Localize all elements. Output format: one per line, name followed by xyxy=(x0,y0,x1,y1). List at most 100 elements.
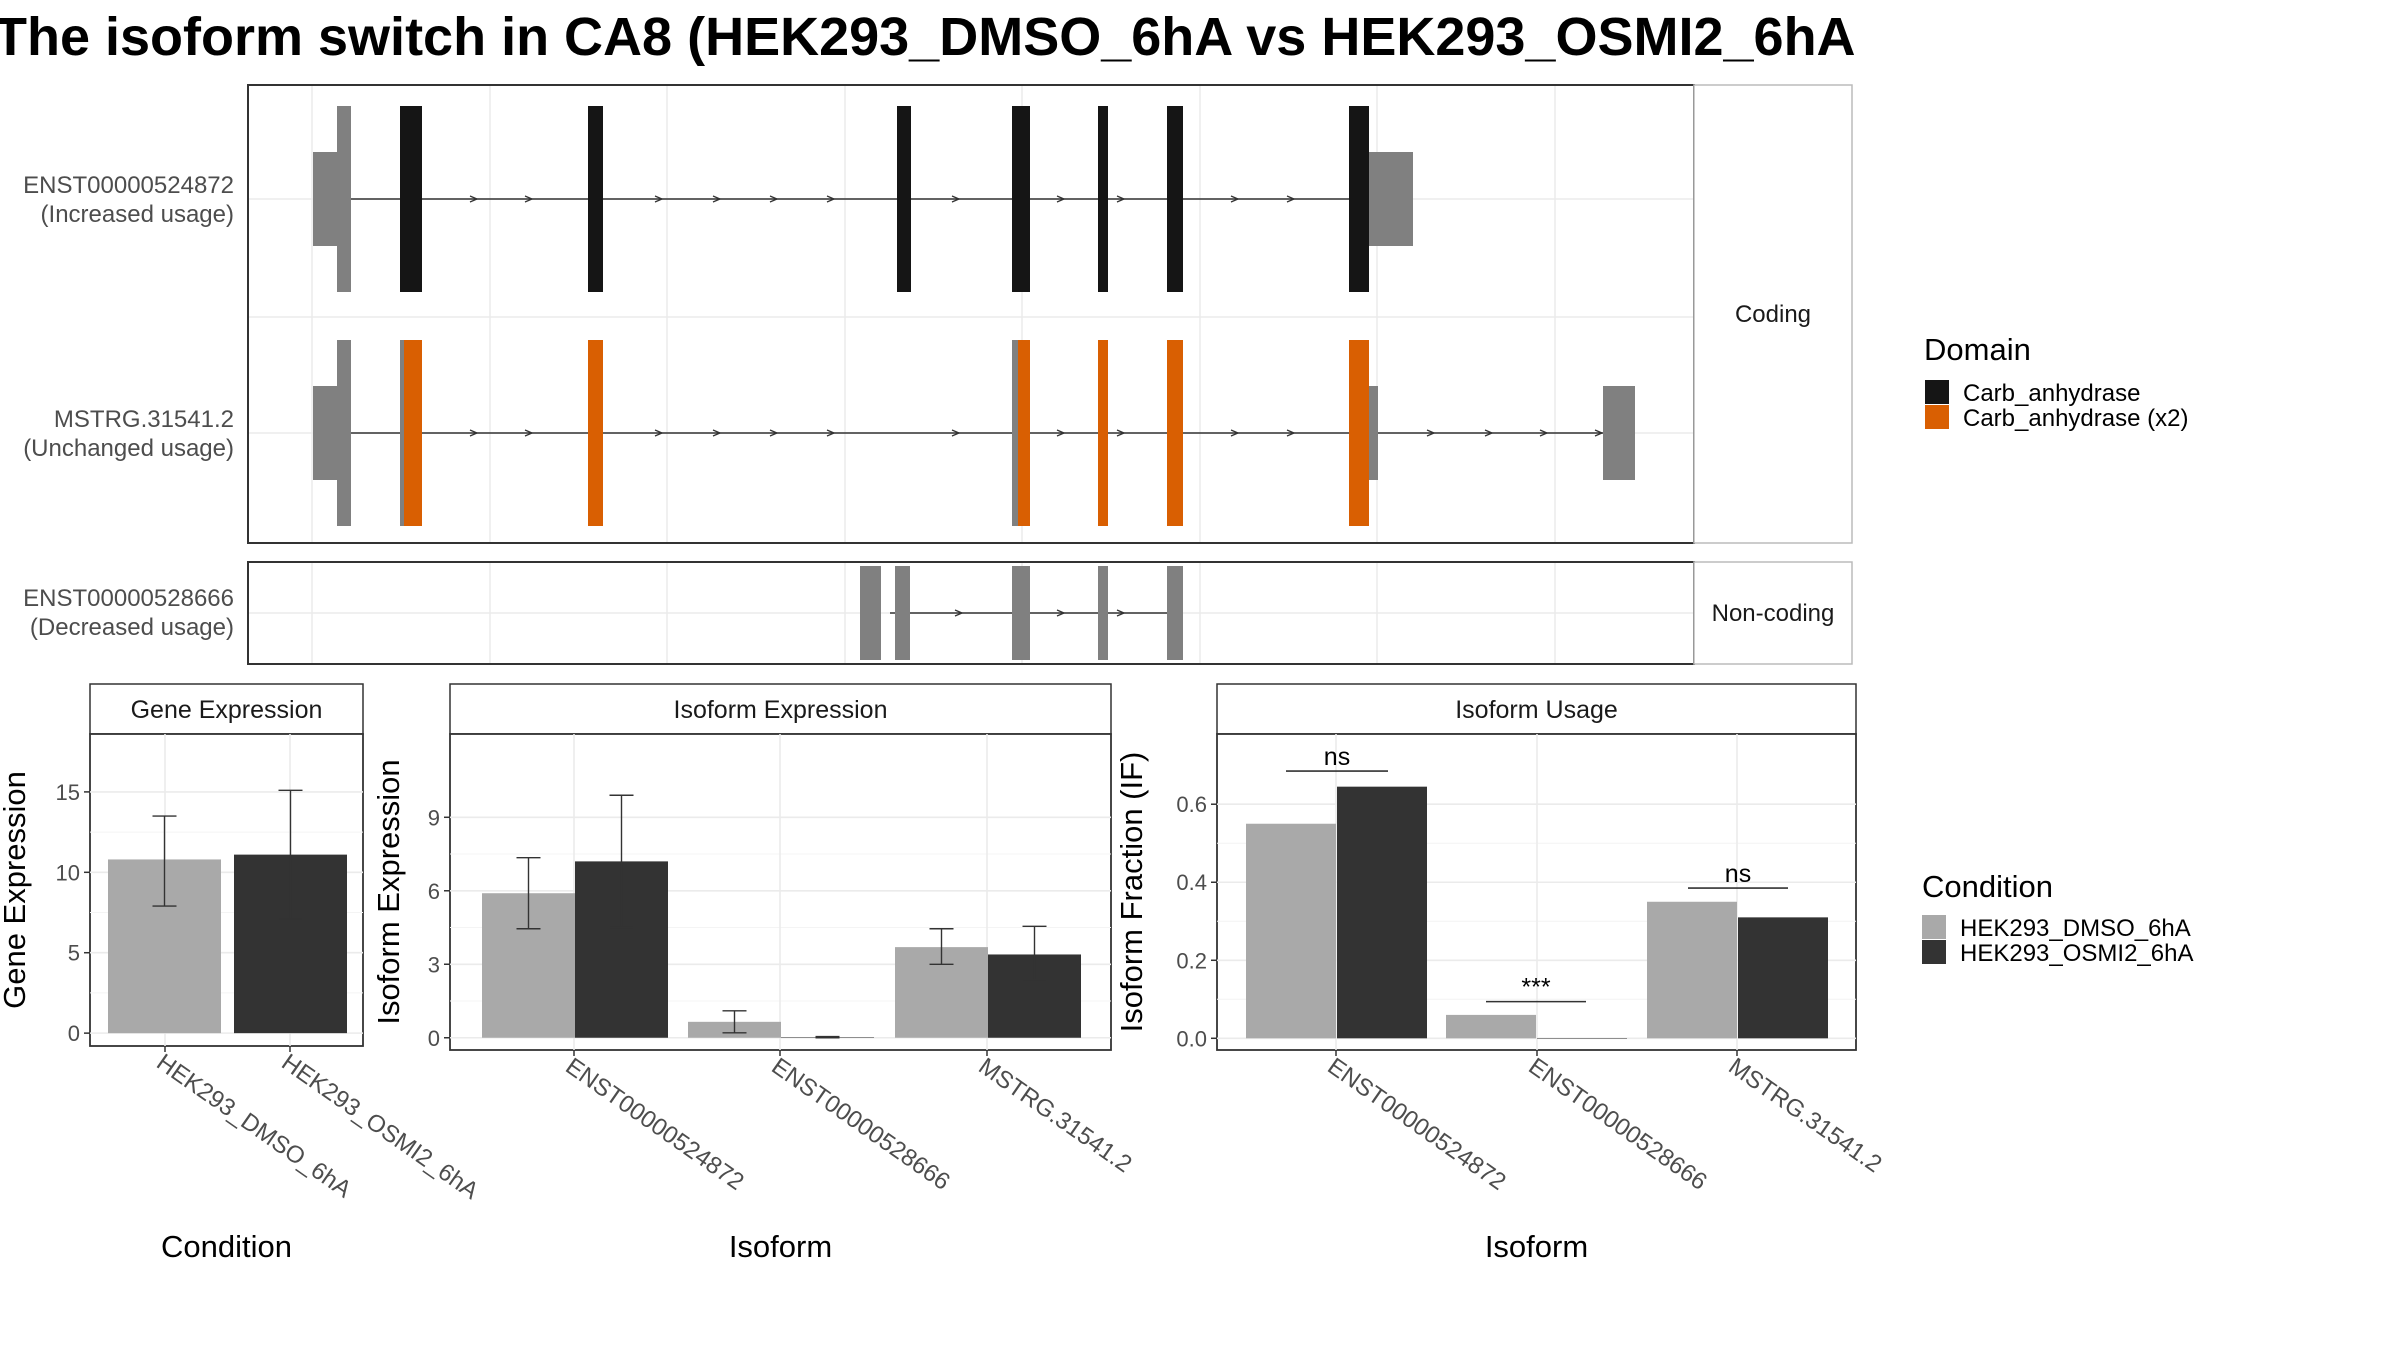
exon-block-4 xyxy=(1167,566,1183,660)
direction-arrow-14 xyxy=(1594,429,1604,437)
tick-label-y-2: 6 xyxy=(428,879,440,904)
utr-block-0 xyxy=(313,386,337,480)
domain-legend-key-carb-anhydrase xyxy=(1925,380,1949,404)
tick-label-y-2: 10 xyxy=(56,860,80,885)
bar-5 xyxy=(1738,917,1828,1039)
direction-arrow-4 xyxy=(769,429,779,437)
exon-block-4 xyxy=(1098,340,1108,526)
tick-label-x-enst00000528666: ENST00000528666 xyxy=(1524,1053,1712,1196)
significance-label-0: ns xyxy=(1324,743,1350,771)
exon-block-5 xyxy=(1098,106,1108,292)
tick-label-y-1: 5 xyxy=(68,941,80,966)
direction-arrow-4 xyxy=(769,195,779,203)
exon-block-2 xyxy=(588,106,603,292)
exon-block-2 xyxy=(588,340,603,526)
direction-arrow-6 xyxy=(951,195,961,203)
direction-arrow-2 xyxy=(654,195,664,203)
utr-block-1 xyxy=(1603,386,1635,480)
axis-label-y: Isoform Fraction (IF) xyxy=(1114,752,1149,1033)
isoform-expression-panel: Isoform Expression 0 3 6 9 ENST00000524872 ENS… xyxy=(371,683,1137,1264)
structure-noncoding-panel: Non-coding xyxy=(247,561,1853,665)
condition-legend: Condition HEK293_DMSO_6hA HEK293_OSMI2_6… xyxy=(1922,869,2193,967)
utr-block-0 xyxy=(313,152,337,246)
direction-arrow-5 xyxy=(826,429,836,437)
utr-sliver-0 xyxy=(400,340,404,526)
domain-legend: Domain Carb_anhydrase Carb_anhydrase (x2… xyxy=(1924,332,2188,432)
isoform-track-enst00000524872 xyxy=(313,106,1413,292)
tick-label-y-3: 9 xyxy=(428,805,440,830)
isoform-track-enst00000528666 xyxy=(860,566,1183,660)
bar-0 xyxy=(1246,823,1336,1039)
bar-2 xyxy=(1446,1014,1536,1039)
condition-legend-label-osmi2: HEK293_OSMI2_6hA xyxy=(1960,940,2193,967)
panel-strip xyxy=(449,683,1112,735)
panel-strip-label: Gene Expression xyxy=(131,696,323,724)
direction-arrow-3 xyxy=(712,195,722,203)
panel-strip xyxy=(1216,683,1857,735)
tick-label-y-3: 0.6 xyxy=(1176,792,1207,817)
direction-arrow-9 xyxy=(1230,429,1240,437)
bar-1 xyxy=(1337,786,1427,1039)
panel-strip xyxy=(89,683,364,735)
isoform-usage-panel: Isoform Usage 0.0 0.2 0.4 0.6 ENST00000524872… xyxy=(1114,683,1887,1264)
isoform-label-2-note: (Unchanged usage) xyxy=(23,435,234,462)
domain-legend-key-carb-anhydrase-x2 xyxy=(1925,405,1949,429)
gene-expression-panel: Gene Expression051015HEK293_DMSO_6hAHEK2… xyxy=(0,683,483,1264)
utr-sliver-1 xyxy=(1012,340,1018,526)
coding-strip xyxy=(1693,84,1853,544)
noncoding-strip-label: Non-coding xyxy=(1712,600,1835,627)
significance-label-2: ns xyxy=(1725,860,1751,888)
panel-strip-label: Isoform Expression xyxy=(674,696,888,724)
exon-block-0 xyxy=(860,566,881,660)
axis-label-x: Condition xyxy=(161,1229,292,1264)
isoform-track-mstrg-31541-2 xyxy=(313,340,1635,526)
tick-label-y-0: 0.0 xyxy=(1176,1026,1207,1051)
direction-arrow-8 xyxy=(1116,429,1126,437)
noncoding-strip xyxy=(1693,561,1853,665)
exon-block-3 xyxy=(1098,566,1108,660)
utr-block-1 xyxy=(1367,152,1413,246)
exon-block-0 xyxy=(337,340,351,526)
direction-arrow-0 xyxy=(469,195,479,203)
exon-block-0 xyxy=(337,106,351,292)
direction-arrow-9 xyxy=(1230,195,1240,203)
figure-title: The isoform switch in CA8 (HEK293_DMSO_6… xyxy=(0,7,1856,67)
tick-label-x-enst00000528666: ENST00000528666 xyxy=(767,1053,955,1196)
direction-arrow-0 xyxy=(954,609,964,617)
exon-block-7 xyxy=(1349,106,1369,292)
tick-label-y-1: 3 xyxy=(428,952,440,977)
direction-arrow-12 xyxy=(1484,429,1494,437)
exon-block-7 xyxy=(1369,386,1378,480)
structure-coding-panel: Coding xyxy=(247,84,1853,544)
bar-3 xyxy=(1537,1038,1627,1039)
domain-legend-label-carb-anhydrase: Carb_anhydrase xyxy=(1963,380,2140,407)
condition-legend-title: Condition xyxy=(1922,869,2053,904)
direction-arrow-10 xyxy=(1286,195,1296,203)
coding-strip-label: Coding xyxy=(1735,301,1811,328)
direction-arrow-11 xyxy=(1426,429,1436,437)
exon-block-5 xyxy=(1167,340,1183,526)
direction-arrow-3 xyxy=(712,429,722,437)
tick-label-x-mstrg-31541-2: MSTRG.31541.2 xyxy=(1724,1053,1887,1178)
direction-arrow-10 xyxy=(1286,429,1296,437)
bar-4 xyxy=(1647,901,1737,1039)
panel-strip-label: Isoform Usage xyxy=(1455,696,1618,724)
condition-legend-label-dmso: HEK293_DMSO_6hA xyxy=(1960,915,2191,942)
tick-label-x-enst00000524872: ENST00000524872 xyxy=(561,1053,749,1196)
direction-arrow-5 xyxy=(826,195,836,203)
tick-label-y-1: 0.2 xyxy=(1176,948,1207,973)
direction-arrow-1 xyxy=(524,429,534,437)
condition-legend-key-osmi2 xyxy=(1922,940,1946,964)
direction-arrow-6 xyxy=(951,429,961,437)
direction-arrow-2 xyxy=(654,429,664,437)
axis-label-x: Isoform xyxy=(729,1229,832,1264)
direction-arrow-8 xyxy=(1116,195,1126,203)
direction-arrow-13 xyxy=(1539,429,1549,437)
exon-block-1 xyxy=(400,340,422,526)
tick-label-x-enst00000524872: ENST00000524872 xyxy=(1323,1053,1511,1196)
exon-block-3 xyxy=(897,106,911,292)
exon-block-1 xyxy=(400,106,422,292)
isoform-label-1-note: (Increased usage) xyxy=(41,201,234,228)
significance-label-1: *** xyxy=(1521,974,1550,1002)
